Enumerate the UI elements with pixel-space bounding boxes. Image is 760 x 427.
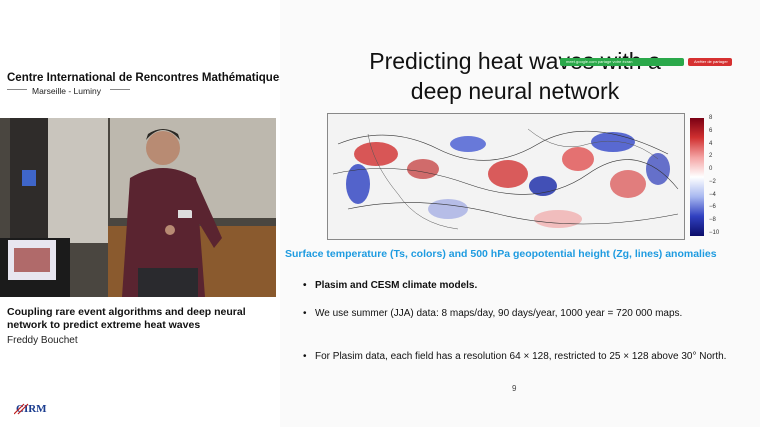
figure-caption: Surface temperature (Ts, colors) and 500… <box>285 248 717 260</box>
colorbar-tick: 6 <box>709 127 713 134</box>
colorbar-tick: −10 <box>709 230 720 236</box>
colorbar-tick: −8 <box>709 217 716 224</box>
organization-subtitle: Marseille - Luminy <box>32 86 101 96</box>
left-info-panel: Centre International de Rencontres Mathé… <box>0 0 286 427</box>
stop-sharing-button[interactable]: Arrêter de partager <box>688 58 732 66</box>
bullet-data: We use summer (JJA) data: 8 maps/day, 90… <box>303 307 725 320</box>
anomaly-map <box>327 113 685 240</box>
bullet-resolution: For Plasim data, each field has a resolu… <box>303 350 735 363</box>
slide-page-number: 9 <box>512 384 517 393</box>
bullet-models: Plasim and CESM climate models. <box>303 279 477 292</box>
divider-left <box>7 89 27 90</box>
divider-right <box>110 89 130 90</box>
slide-title-line-2: deep neural network <box>410 78 620 104</box>
speaker-name: Freddy Bouchet <box>7 335 78 346</box>
colorbar-tick: −2 <box>709 178 716 185</box>
colorbar-tick: 0 <box>709 166 713 173</box>
colorbar <box>690 118 704 236</box>
cirm-logo: CIRM <box>13 401 50 415</box>
svg-text:CIRM: CIRM <box>16 403 47 415</box>
speaker-video <box>0 118 276 297</box>
screen-share-notice: meet.google.com partage votre écran <box>560 58 684 66</box>
share-notice-text: meet.google.com partage votre écran <box>566 59 633 64</box>
colorbar-tick: 8 <box>709 115 713 121</box>
colorbar-tick: 2 <box>709 153 713 160</box>
colorbar-tick: 4 <box>709 140 713 147</box>
colorbar-tick: −6 <box>709 204 716 211</box>
stop-sharing-label: Arrêter de partager <box>694 59 728 64</box>
colorbar-tick: −4 <box>709 191 716 198</box>
talk-title: Coupling rare event algorithms and deep … <box>7 306 246 331</box>
organization-title: Centre International de Rencontres Mathé… <box>7 72 286 84</box>
slide-title: Predicting heat waves with a deep neural… <box>280 46 750 106</box>
